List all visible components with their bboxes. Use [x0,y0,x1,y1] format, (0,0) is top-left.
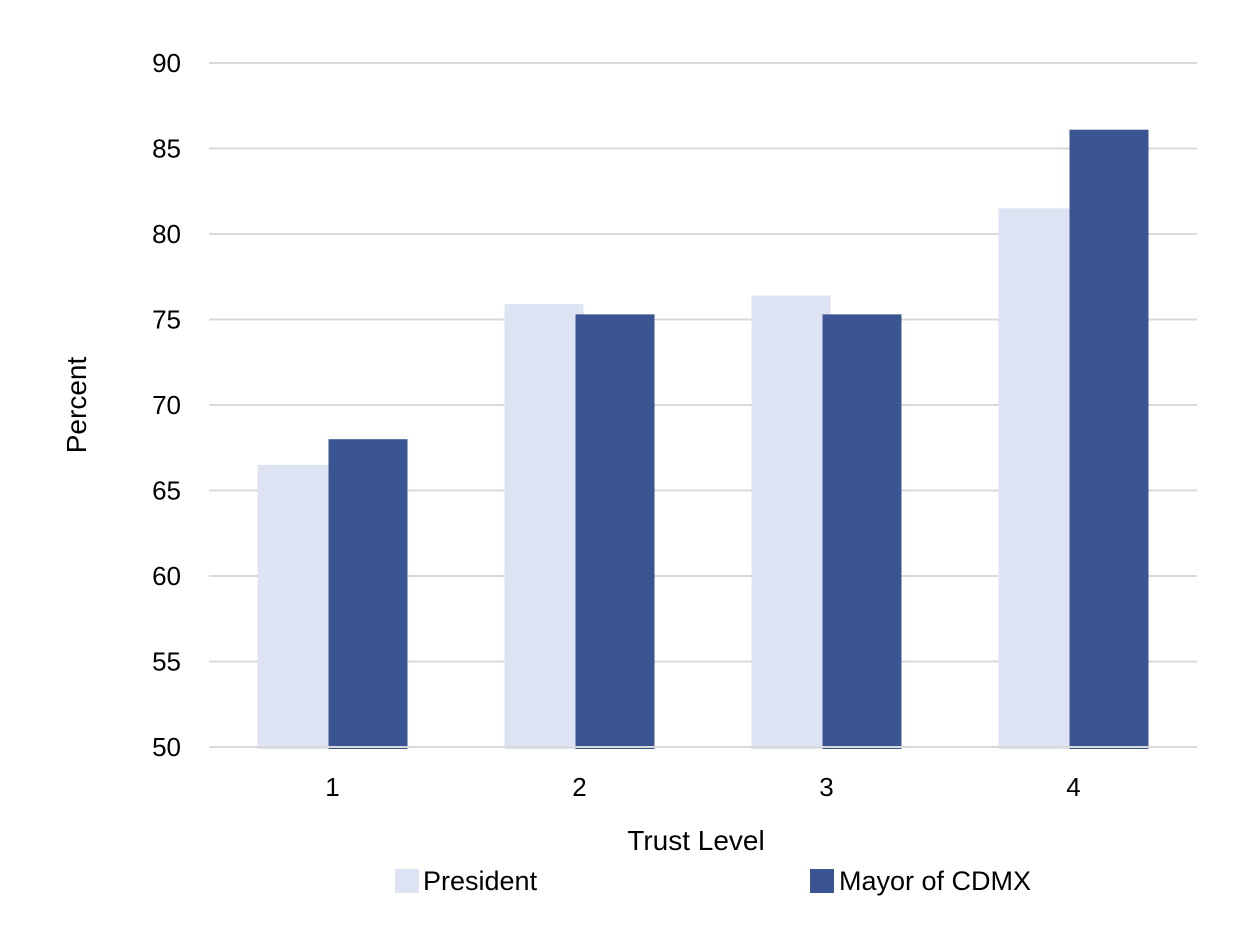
bar-chart: 50 55 60 65 70 75 80 85 90 1 2 3 4 Percent Trust Le… [0,0,1254,930]
bar-president-3 [752,296,831,749]
bar-president-2 [505,304,584,749]
x-tick-label: 4 [1066,772,1080,802]
chart-container: 50 55 60 65 70 75 80 85 90 1 2 3 4 Percent Trust Le… [0,0,1254,930]
legend-label-mayor: Mayor of CDMX [839,866,1031,896]
x-axis-title: Trust Level [627,825,764,856]
y-tick-label: 50 [152,732,181,762]
y-axis-ticks: 50 55 60 65 70 75 80 85 90 [152,48,181,762]
legend-label-president: President [423,866,538,896]
bar-president-4 [999,208,1078,749]
legend-swatch-mayor [810,869,834,893]
x-tick-label: 3 [819,772,833,802]
y-axis-title: Percent [61,357,92,454]
bar-president-1 [258,465,337,749]
bar-mayor-4 [1070,130,1149,749]
y-tick-label: 85 [152,134,181,164]
y-tick-label: 90 [152,48,181,78]
x-tick-label: 1 [325,772,339,802]
y-tick-label: 70 [152,390,181,420]
bar-mayor-1 [329,439,408,749]
y-tick-label: 75 [152,305,181,335]
y-tick-label: 80 [152,219,181,249]
bars [209,130,1197,749]
y-tick-label: 60 [152,561,181,591]
y-tick-label: 65 [152,476,181,506]
y-tick-label: 55 [152,647,181,677]
legend: President Mayor of CDMX [395,866,1031,896]
legend-swatch-president [395,869,419,893]
bar-mayor-2 [576,314,655,749]
x-axis-ticks: 1 2 3 4 [325,772,1080,802]
bar-mayor-3 [823,314,902,749]
x-tick-label: 2 [572,772,586,802]
